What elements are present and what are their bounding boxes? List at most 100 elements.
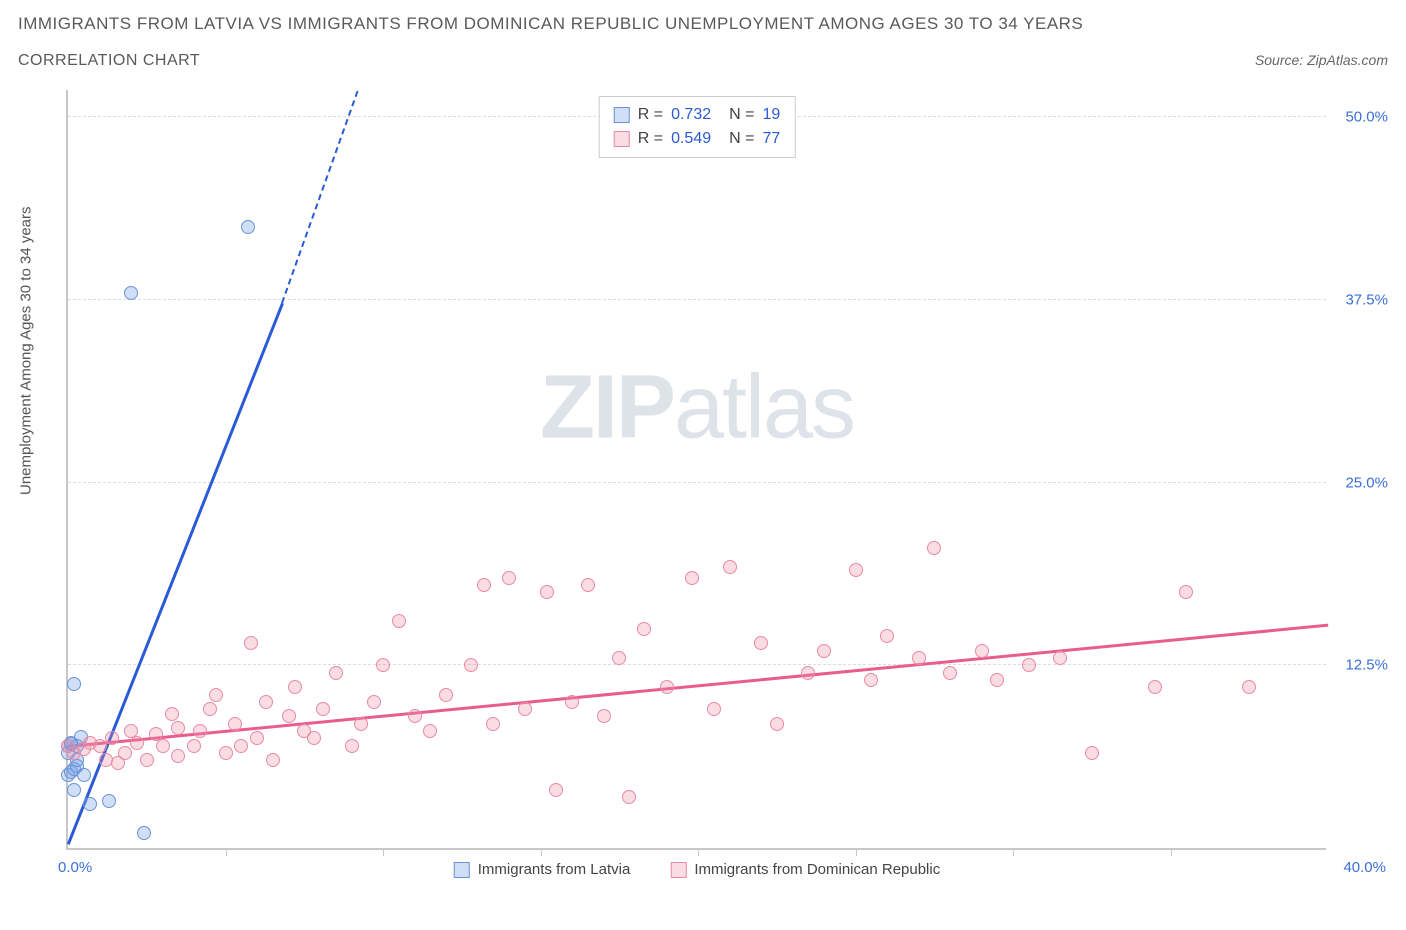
legend-n-value: 19	[762, 103, 780, 127]
x-tick	[698, 848, 699, 856]
data-point-dominican	[423, 724, 437, 738]
chart-title-line1: IMMIGRANTS FROM LATVIA VS IMMIGRANTS FRO…	[18, 14, 1388, 34]
gridline	[68, 482, 1326, 483]
data-point-dominican	[376, 658, 390, 672]
data-point-dominican	[565, 695, 579, 709]
data-point-dominican	[307, 731, 321, 745]
data-point-dominican	[408, 709, 422, 723]
legend-swatch	[614, 131, 630, 147]
data-point-dominican	[1242, 680, 1256, 694]
data-point-dominican	[477, 578, 491, 592]
y-tick-label: 25.0%	[1345, 474, 1388, 491]
data-point-dominican	[770, 717, 784, 731]
data-point-dominican	[367, 695, 381, 709]
chart-title-line2: CORRELATION CHART	[18, 52, 200, 70]
data-point-dominican	[171, 721, 185, 735]
data-point-dominican	[597, 709, 611, 723]
data-point-dominican	[549, 783, 563, 797]
legend-r-value: 0.732	[671, 103, 711, 127]
data-point-dominican	[660, 680, 674, 694]
data-point-dominican	[864, 673, 878, 687]
x-tick	[383, 848, 384, 856]
series-legend: Immigrants from Latvia Immigrants from Do…	[454, 861, 940, 878]
data-point-dominican	[439, 688, 453, 702]
data-point-dominican	[685, 571, 699, 585]
data-point-dominican	[244, 636, 258, 650]
data-point-dominican	[975, 644, 989, 658]
data-point-dominican	[140, 753, 154, 767]
data-point-latvia	[124, 286, 138, 300]
data-point-dominican	[105, 731, 119, 745]
data-point-dominican	[990, 673, 1004, 687]
data-point-dominican	[259, 695, 273, 709]
legend-n-label: N =	[729, 127, 754, 151]
correlation-legend-row: R =0.549N =77	[614, 127, 781, 151]
data-point-dominican	[345, 739, 359, 753]
data-point-dominican	[209, 688, 223, 702]
data-point-dominican	[801, 666, 815, 680]
series-legend-label: Immigrants from Dominican Republic	[694, 861, 940, 878]
data-point-dominican	[1085, 746, 1099, 760]
watermark: ZIPatlas	[540, 357, 854, 460]
data-point-dominican	[118, 746, 132, 760]
legend-n-value: 77	[762, 127, 780, 151]
x-tick-label-max: 40.0%	[1343, 859, 1386, 876]
data-point-dominican	[193, 724, 207, 738]
data-point-dominican	[880, 629, 894, 643]
data-point-dominican	[1179, 585, 1193, 599]
data-point-dominican	[156, 739, 170, 753]
legend-swatch	[614, 107, 630, 123]
data-point-dominican	[392, 614, 406, 628]
trendline-extension	[281, 91, 358, 304]
data-point-dominican	[203, 702, 217, 716]
y-axis-label: Unemployment Among Ages 30 to 34 years	[18, 206, 35, 495]
data-point-dominican	[288, 680, 302, 694]
data-point-dominican	[316, 702, 330, 716]
data-point-dominican	[1053, 651, 1067, 665]
y-tick-label: 12.5%	[1345, 657, 1388, 674]
data-point-dominican	[1022, 658, 1036, 672]
data-point-dominican	[502, 571, 516, 585]
data-point-dominican	[581, 578, 595, 592]
data-point-latvia	[102, 794, 116, 808]
data-point-dominican	[234, 739, 248, 753]
legend-swatch	[670, 862, 686, 878]
data-point-dominican	[354, 717, 368, 731]
x-tick	[856, 848, 857, 856]
data-point-dominican	[171, 749, 185, 763]
data-point-dominican	[266, 753, 280, 767]
plot-area: ZIPatlas 12.5%25.0%37.5%50.0%0.0%40.0%R …	[66, 90, 1326, 850]
data-point-latvia	[241, 220, 255, 234]
data-point-latvia	[83, 797, 97, 811]
gridline	[68, 299, 1326, 300]
data-point-dominican	[93, 739, 107, 753]
y-tick-label: 37.5%	[1345, 291, 1388, 308]
legend-r-label: R =	[638, 103, 663, 127]
data-point-dominican	[637, 622, 651, 636]
x-tick-label-min: 0.0%	[58, 859, 92, 876]
x-tick	[541, 848, 542, 856]
data-point-dominican	[540, 585, 554, 599]
data-point-dominican	[165, 707, 179, 721]
chart-container: Unemployment Among Ages 30 to 34 years Z…	[18, 90, 1388, 900]
legend-swatch	[454, 862, 470, 878]
series-legend-item: Immigrants from Latvia	[454, 861, 631, 878]
data-point-latvia	[137, 826, 151, 840]
data-point-dominican	[927, 541, 941, 555]
data-point-dominican	[228, 717, 242, 731]
data-point-latvia	[77, 768, 91, 782]
series-legend-label: Immigrants from Latvia	[478, 861, 631, 878]
data-point-latvia	[67, 783, 81, 797]
series-legend-item: Immigrants from Dominican Republic	[670, 861, 940, 878]
data-point-dominican	[622, 790, 636, 804]
data-point-dominican	[187, 739, 201, 753]
data-point-dominican	[464, 658, 478, 672]
data-point-dominican	[817, 644, 831, 658]
data-point-dominican	[282, 709, 296, 723]
data-point-dominican	[486, 717, 500, 731]
y-tick-label: 50.0%	[1345, 109, 1388, 126]
data-point-dominican	[612, 651, 626, 665]
x-tick	[1171, 848, 1172, 856]
data-point-dominican	[518, 702, 532, 716]
x-tick	[226, 848, 227, 856]
